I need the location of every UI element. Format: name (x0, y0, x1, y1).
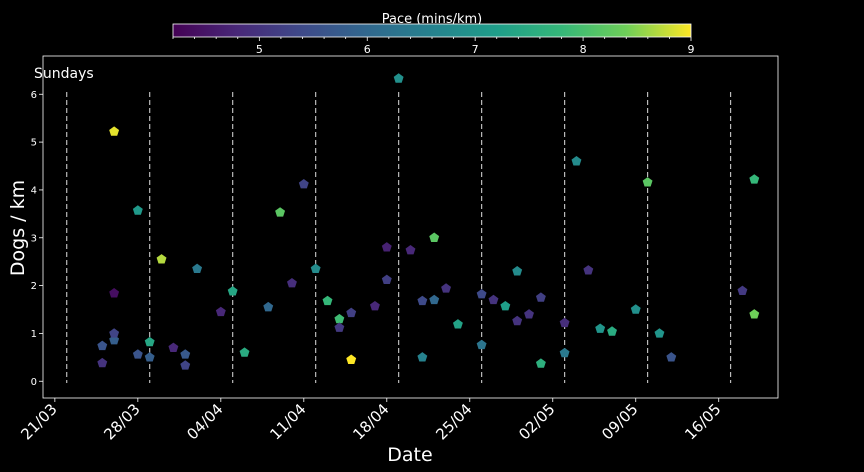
data-point (334, 313, 345, 324)
x-tick-label: 21/03 (17, 400, 60, 443)
annotation-sundays: Sundays (34, 66, 94, 82)
data-point (512, 315, 523, 326)
data-point (156, 254, 167, 264)
data-point (97, 357, 108, 368)
data-point (369, 300, 380, 311)
colorbar-ticks: 5 6 7 8 9 (172, 37, 695, 56)
data-point (180, 349, 191, 359)
data-point (737, 285, 748, 296)
data-point (417, 352, 428, 362)
data-point (630, 304, 641, 314)
y-tick-label: 6 (31, 90, 37, 101)
data-point (263, 301, 274, 312)
data-point (535, 292, 546, 302)
data-point (180, 360, 191, 370)
data-point (310, 263, 321, 274)
data-points (97, 73, 760, 370)
data-point (417, 295, 428, 306)
colorbar-tick-label: 7 (472, 43, 479, 56)
data-point (144, 336, 155, 347)
data-point (441, 283, 452, 293)
plot-area (42, 55, 779, 399)
data-point (393, 73, 404, 83)
data-point (524, 309, 534, 319)
y-tick-label: 5 (31, 138, 37, 149)
colorbar-label: Pace (mins/km) (382, 12, 483, 27)
data-point (109, 126, 120, 136)
x-axis-label: Date (387, 444, 432, 466)
data-point (595, 323, 606, 333)
colorbar-tick-label: 6 (364, 43, 371, 56)
colorbar-tick-label: 9 (688, 43, 695, 56)
data-point (287, 278, 297, 288)
data-point (132, 205, 143, 215)
data-point (381, 274, 392, 285)
data-point (322, 295, 333, 306)
data-point (476, 339, 487, 350)
colorbar-tick-label: 8 (580, 43, 587, 56)
data-point (109, 328, 120, 338)
sunday-lines (66, 92, 732, 383)
data-point (346, 307, 357, 318)
y-tick-label: 4 (31, 185, 37, 196)
data-point (749, 309, 760, 319)
colorbar (172, 23, 692, 38)
y-axis-ticks: 0 1 2 3 4 5 6 (31, 90, 43, 388)
data-point (535, 358, 546, 368)
data-point (476, 289, 487, 299)
data-point (144, 352, 155, 362)
x-tick-label: 09/05 (598, 400, 641, 443)
x-tick-label: 25/04 (432, 400, 475, 443)
data-point (429, 294, 440, 305)
data-point (666, 352, 677, 362)
data-point (97, 340, 108, 351)
y-tick-label: 3 (31, 233, 37, 244)
data-point (488, 294, 499, 305)
data-point (334, 322, 345, 332)
data-point (192, 263, 203, 274)
data-point (452, 319, 463, 329)
data-point (275, 207, 286, 217)
data-point (559, 317, 570, 328)
data-point (749, 174, 760, 184)
data-point (168, 342, 179, 352)
data-point (239, 347, 250, 357)
data-point (227, 286, 238, 296)
x-tick-label: 16/05 (681, 400, 724, 443)
data-point (512, 266, 523, 276)
y-tick-label: 0 (31, 377, 37, 388)
data-point (583, 265, 594, 275)
data-point (607, 326, 617, 336)
x-axis-ticks: 21/03 28/03 04/04 11/04 18/04 25/04 02/05 09/05… (17, 398, 725, 443)
data-point (215, 306, 226, 317)
y-tick-label: 1 (31, 329, 37, 340)
x-tick-label: 04/04 (183, 400, 226, 443)
data-point (132, 349, 143, 359)
data-point (500, 300, 511, 311)
data-point (109, 288, 120, 298)
x-tick-label: 02/05 (515, 400, 558, 443)
data-point (654, 328, 665, 338)
x-tick-label: 18/04 (349, 400, 392, 443)
x-tick-label: 11/04 (266, 400, 309, 443)
data-point (346, 354, 357, 364)
data-point (559, 347, 570, 358)
data-point (429, 232, 440, 242)
y-axis-label: Dogs / km (7, 180, 29, 276)
data-point (381, 242, 392, 252)
data-point (571, 156, 582, 166)
data-point (298, 178, 309, 189)
x-tick-label: 28/03 (100, 400, 143, 443)
y-tick-label: 2 (31, 281, 37, 292)
data-point (405, 245, 416, 255)
colorbar-tick-label: 5 (256, 43, 263, 56)
data-point (642, 177, 653, 187)
